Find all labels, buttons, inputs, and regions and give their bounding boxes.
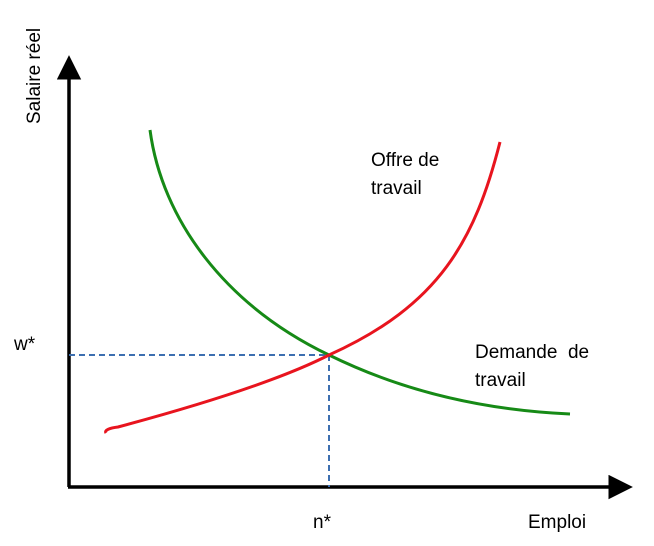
demand-label-line1: Demande de: [475, 342, 589, 363]
y-axis-label: Salaire réel: [24, 28, 45, 124]
employment-label: n*: [313, 512, 332, 533]
demand-label-line2: travail: [475, 370, 526, 391]
supply-label-line2: travail: [371, 178, 422, 199]
supply-curve: [104, 141, 502, 434]
supply-label-line1: Offre de: [371, 150, 439, 171]
wage-label: w*: [13, 334, 36, 355]
x-axis-label: Emploi: [528, 512, 586, 533]
